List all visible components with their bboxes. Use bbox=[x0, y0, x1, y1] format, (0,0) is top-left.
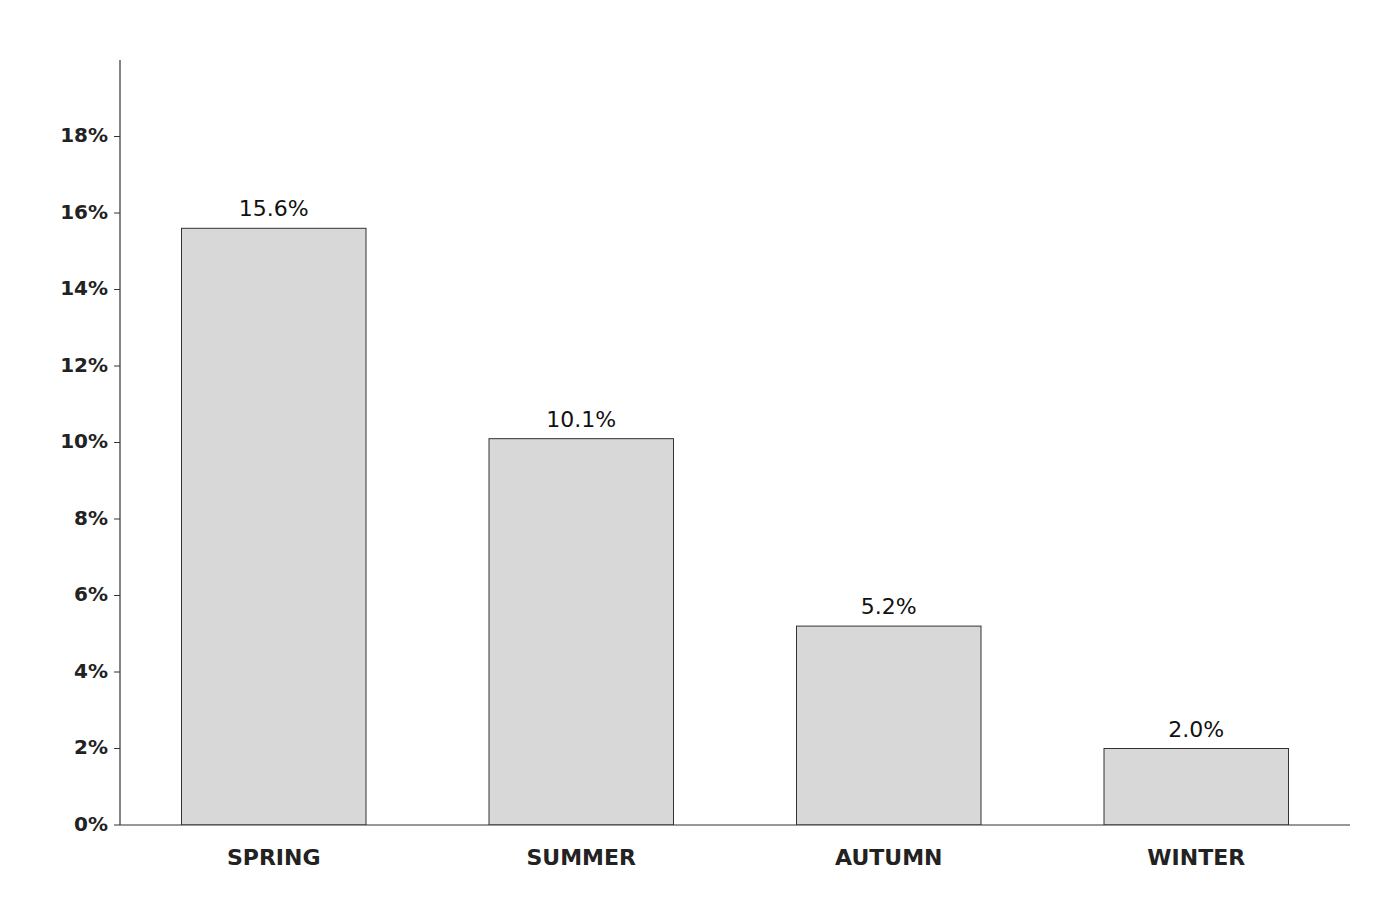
bar bbox=[489, 439, 674, 825]
y-tick bbox=[114, 366, 120, 367]
y-tick-label: 4% bbox=[74, 659, 108, 683]
x-tick-label: WINTER bbox=[1147, 845, 1245, 870]
y-tick bbox=[114, 289, 120, 290]
chart-svg: 0% 2% 4% 6% 8% 10% 12% 14% 16% 18% SPRING SUMMER AUT… bbox=[0, 0, 1400, 915]
y-tick bbox=[114, 442, 120, 443]
data-labels: 15.6% 10.1% 5.2% 2.0% bbox=[239, 196, 1224, 741]
y-tick bbox=[114, 825, 120, 826]
bar bbox=[182, 228, 367, 825]
y-tick-label: 14% bbox=[60, 276, 108, 300]
bars bbox=[182, 228, 1289, 825]
x-tick-label: SPRING bbox=[227, 845, 321, 870]
page: {"chart_data": {"type": "bar", "categori… bbox=[0, 0, 1400, 915]
y-tick-label: 16% bbox=[60, 200, 108, 224]
y-tick-label: 0% bbox=[74, 812, 108, 836]
y-tick-label: 10% bbox=[60, 429, 108, 453]
y-tick-label: 18% bbox=[60, 123, 108, 147]
data-label: 2.0% bbox=[1168, 717, 1224, 742]
y-tick-label: 12% bbox=[60, 353, 108, 377]
y-tick bbox=[114, 672, 120, 673]
x-axis-line bbox=[120, 824, 1350, 825]
y-tick bbox=[114, 136, 120, 137]
bar bbox=[1104, 749, 1289, 826]
y-tick bbox=[114, 519, 120, 520]
data-label: 5.2% bbox=[861, 594, 917, 619]
bar bbox=[797, 626, 982, 825]
y-tick bbox=[114, 595, 120, 596]
data-label: 15.6% bbox=[239, 196, 309, 221]
y-tick bbox=[114, 748, 120, 749]
x-tick-label: SUMMER bbox=[527, 845, 637, 870]
axes: 0% 2% 4% 6% 8% 10% 12% 14% 16% 18% SPRING SUMMER AUT… bbox=[60, 60, 1350, 870]
y-tick bbox=[114, 213, 120, 214]
y-tick-label: 8% bbox=[74, 506, 108, 530]
y-tick-label: 6% bbox=[74, 582, 108, 606]
y-tick-label: 2% bbox=[74, 735, 108, 759]
data-label: 10.1% bbox=[546, 407, 616, 432]
x-tick-label: AUTUMN bbox=[835, 845, 942, 870]
chart-container: 0% 2% 4% 6% 8% 10% 12% 14% 16% 18% SPRING SUMMER AUT… bbox=[0, 0, 1400, 915]
